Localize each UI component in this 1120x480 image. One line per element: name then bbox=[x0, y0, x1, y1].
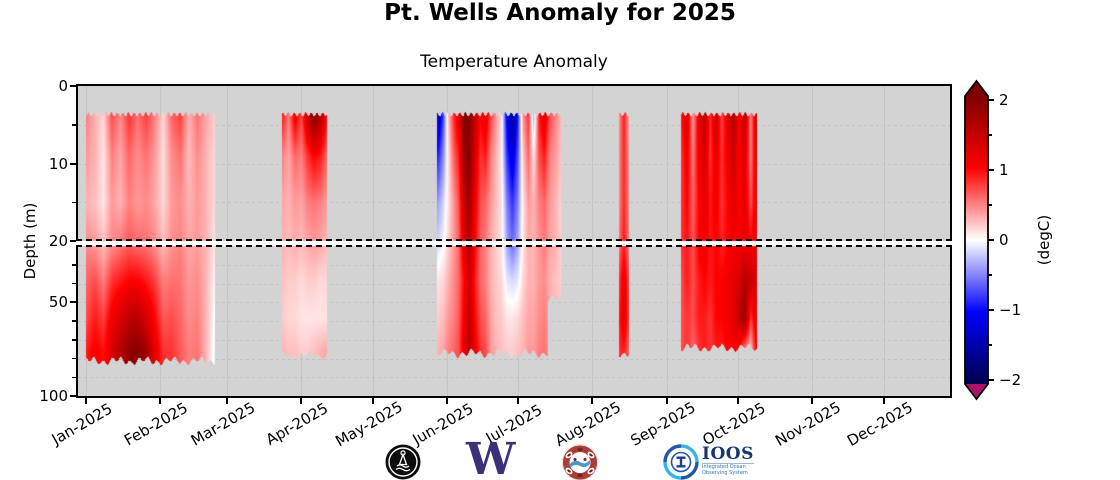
colorbar-gradient bbox=[965, 96, 988, 384]
x-axis-label: Dec-2025 bbox=[844, 398, 916, 450]
y-axis-tick bbox=[70, 395, 76, 397]
x-axis-label: Sep-2025 bbox=[627, 398, 699, 450]
tribal-logo bbox=[562, 444, 598, 480]
x-axis-tick bbox=[300, 398, 302, 404]
x-axis-label: Apr-2025 bbox=[262, 399, 332, 449]
colorbar-axis-label: (degC) bbox=[1035, 214, 1053, 266]
y-axis-minor-tick bbox=[72, 201, 76, 203]
colorbar-under-arrow bbox=[965, 384, 988, 399]
y-axis-label: 100 bbox=[39, 387, 68, 405]
colorbar-minor-tick bbox=[988, 134, 992, 136]
ioos-logo-icon bbox=[663, 444, 699, 480]
y-axis-minor-tick bbox=[72, 282, 76, 285]
y-axis-tick bbox=[70, 162, 76, 165]
x-axis-label: Nov-2025 bbox=[772, 398, 844, 450]
y-axis-minor-tick bbox=[72, 124, 76, 126]
buoy-logo bbox=[385, 444, 421, 480]
x-axis-tick bbox=[85, 398, 87, 404]
x-axis-label: Jan-2025 bbox=[48, 399, 116, 449]
ioos-logo-tagline-1: Integrated Ocean bbox=[702, 463, 754, 470]
x-axis-tick bbox=[883, 398, 885, 404]
x-axis-tick bbox=[591, 398, 593, 404]
y-axis-minor-tick bbox=[72, 320, 76, 322]
uw-logo: W bbox=[466, 438, 515, 480]
x-axis-tick bbox=[737, 398, 739, 404]
colorbar-tick bbox=[988, 309, 994, 311]
x-axis-label: Mar-2025 bbox=[187, 398, 259, 450]
y-axis-minor-tick bbox=[72, 339, 76, 341]
colorbar-tick bbox=[988, 239, 994, 241]
x-axis-label: Oct-2025 bbox=[699, 398, 769, 450]
colorbar-tick bbox=[988, 99, 994, 101]
uw-logo-letter: W bbox=[466, 434, 516, 480]
colorbar-tick-label: 1 bbox=[999, 161, 1009, 179]
colorbar-over-arrow bbox=[965, 81, 988, 96]
ioos-logo-text: IOOS bbox=[702, 444, 754, 464]
colorbar-tick bbox=[988, 379, 994, 381]
axis-break-line-bottom bbox=[76, 245, 952, 247]
x-axis-label: Aug-2025 bbox=[551, 397, 625, 451]
y-axis-tick bbox=[70, 85, 76, 87]
y-axis-label: 20 bbox=[48, 232, 68, 250]
y-axis-minor-tick bbox=[72, 264, 76, 266]
colorbar-tick-label: 2 bbox=[999, 91, 1009, 109]
x-axis-tick bbox=[226, 398, 228, 404]
y-axis-label: 50 bbox=[48, 293, 68, 312]
y-axis-minor-tick bbox=[72, 376, 76, 378]
colorbar-tick-label: −1 bbox=[999, 301, 1022, 319]
page-title: Pt. Wells Anomaly for 2025 bbox=[384, 0, 736, 26]
x-axis-tick bbox=[517, 398, 519, 404]
x-axis-tick bbox=[446, 398, 448, 404]
y-axis-tick bbox=[70, 240, 76, 242]
axis-break-line-top bbox=[76, 239, 952, 241]
y-axis-label: 0 bbox=[58, 77, 68, 95]
ioos-logo-tagline-2: Observing System bbox=[702, 470, 748, 476]
colorbar-minor-tick bbox=[988, 344, 992, 346]
colorbar-outline bbox=[964, 79, 989, 401]
colorbar-tick bbox=[988, 169, 994, 171]
x-axis-tick bbox=[159, 398, 161, 404]
chart-subtitle: Temperature Anomaly bbox=[420, 52, 608, 72]
y-axis-tick bbox=[70, 301, 76, 304]
ioos-logo: IOOS Integrated Ocean Observing System bbox=[663, 444, 754, 480]
y-axis-minor-tick bbox=[72, 357, 76, 360]
y-axis-label: 10 bbox=[48, 154, 68, 173]
colorbar-tick-label: −2 bbox=[999, 371, 1022, 389]
colorbar bbox=[964, 79, 989, 401]
x-axis-label: Feb-2025 bbox=[121, 398, 191, 450]
x-axis-tick bbox=[372, 398, 374, 404]
colorbar-minor-tick bbox=[988, 204, 992, 206]
x-axis-tick bbox=[666, 398, 668, 404]
x-axis-tick bbox=[811, 398, 813, 404]
colorbar-tick-label: 0 bbox=[999, 231, 1009, 249]
heatmap-canvas bbox=[78, 86, 950, 396]
colorbar-minor-tick bbox=[988, 274, 992, 276]
